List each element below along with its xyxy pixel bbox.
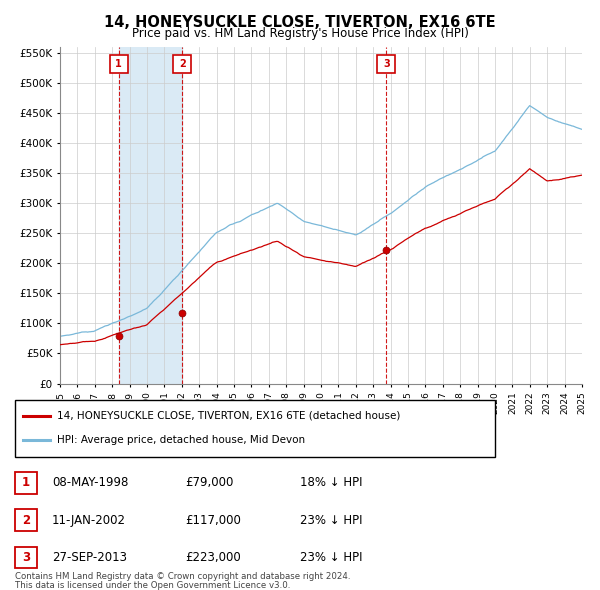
Bar <box>15 472 37 494</box>
Bar <box>15 509 37 531</box>
Text: 08-MAY-1998: 08-MAY-1998 <box>52 476 128 489</box>
Text: Contains HM Land Registry data © Crown copyright and database right 2024.: Contains HM Land Registry data © Crown c… <box>15 572 350 581</box>
Text: 23% ↓ HPI: 23% ↓ HPI <box>300 514 362 527</box>
Text: HPI: Average price, detached house, Mid Devon: HPI: Average price, detached house, Mid … <box>57 435 305 444</box>
Text: 1: 1 <box>115 59 122 69</box>
Text: £223,000: £223,000 <box>185 551 241 564</box>
Bar <box>15 547 37 568</box>
Bar <box>15 400 495 457</box>
Text: 1: 1 <box>22 476 30 489</box>
Text: This data is licensed under the Open Government Licence v3.0.: This data is licensed under the Open Gov… <box>15 581 290 589</box>
Text: 18% ↓ HPI: 18% ↓ HPI <box>300 476 362 489</box>
Text: Price paid vs. HM Land Registry's House Price Index (HPI): Price paid vs. HM Land Registry's House … <box>131 27 469 40</box>
Text: 27-SEP-2013: 27-SEP-2013 <box>52 551 127 564</box>
Text: £79,000: £79,000 <box>185 476 233 489</box>
Text: 2: 2 <box>179 59 185 69</box>
Text: 14, HONEYSUCKLE CLOSE, TIVERTON, EX16 6TE (detached house): 14, HONEYSUCKLE CLOSE, TIVERTON, EX16 6T… <box>57 411 400 421</box>
Text: £117,000: £117,000 <box>185 514 241 527</box>
Text: 11-JAN-2002: 11-JAN-2002 <box>52 514 126 527</box>
Text: 23% ↓ HPI: 23% ↓ HPI <box>300 551 362 564</box>
Bar <box>119 47 182 384</box>
Text: 3: 3 <box>383 59 389 69</box>
Text: 14, HONEYSUCKLE CLOSE, TIVERTON, EX16 6TE: 14, HONEYSUCKLE CLOSE, TIVERTON, EX16 6T… <box>104 15 496 30</box>
Text: 2: 2 <box>22 514 30 527</box>
Text: 3: 3 <box>22 551 30 564</box>
